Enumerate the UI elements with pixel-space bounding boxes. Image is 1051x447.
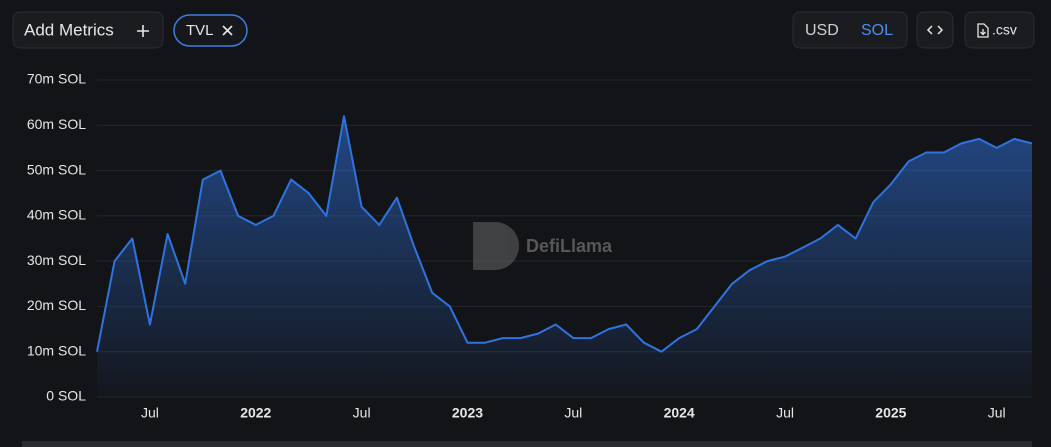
- tvl-chip[interactable]: TVL: [173, 14, 248, 47]
- y-tick-label: 20m SOL: [27, 297, 86, 313]
- plus-icon: [137, 25, 149, 37]
- currency-toggle: [792, 11, 908, 49]
- scrollbar: [22, 441, 1032, 447]
- y-tick-label: 10m SOL: [27, 342, 86, 358]
- x-tick-label: Jul: [141, 405, 159, 421]
- y-tick-label: 40m SOL: [27, 207, 86, 223]
- y-tick-label: 0 SOL: [46, 388, 86, 404]
- button-label: .csv: [992, 22, 1017, 38]
- button-box: [964, 11, 1035, 49]
- button-box: [916, 11, 954, 49]
- y-tick-label: 50m SOL: [27, 161, 86, 177]
- x-tick-label: Jul: [353, 405, 371, 421]
- button-box: [12, 11, 164, 49]
- csv-button[interactable]: .csv: [964, 11, 1035, 49]
- y-tick-label: 60m SOL: [27, 116, 86, 132]
- x-tick-label: 2023: [452, 405, 483, 421]
- x-tick-label: 2022: [240, 405, 271, 421]
- add-metrics-button[interactable]: Add Metrics: [12, 11, 164, 49]
- x-tick-label: Jul: [988, 405, 1006, 421]
- y-tick-label: 70m SOL: [27, 71, 86, 87]
- file-icon: [977, 23, 989, 38]
- code-icon: [926, 25, 944, 35]
- area-fill: [97, 116, 1032, 397]
- watermark: DefiLlama: [473, 222, 613, 270]
- x-tick-label: Jul: [564, 405, 582, 421]
- chip-label: TVL: [186, 22, 214, 39]
- x-tick-label: Jul: [776, 405, 794, 421]
- watermark-logo: [473, 222, 519, 270]
- y-tick-label: 30m SOL: [27, 252, 86, 268]
- chip-box: [173, 14, 248, 47]
- series-line: [96, 115, 1033, 353]
- currency-usd[interactable]: USD: [805, 22, 839, 39]
- watermark-text: DefiLlama: [526, 236, 613, 256]
- x-tick-label: 2025: [875, 405, 906, 421]
- button-label: Add Metrics: [24, 20, 114, 39]
- close-icon: [222, 25, 233, 36]
- currency-sol[interactable]: SOL: [861, 22, 893, 39]
- x-tick-label: 2024: [664, 405, 695, 421]
- embed-button[interactable]: [916, 11, 954, 49]
